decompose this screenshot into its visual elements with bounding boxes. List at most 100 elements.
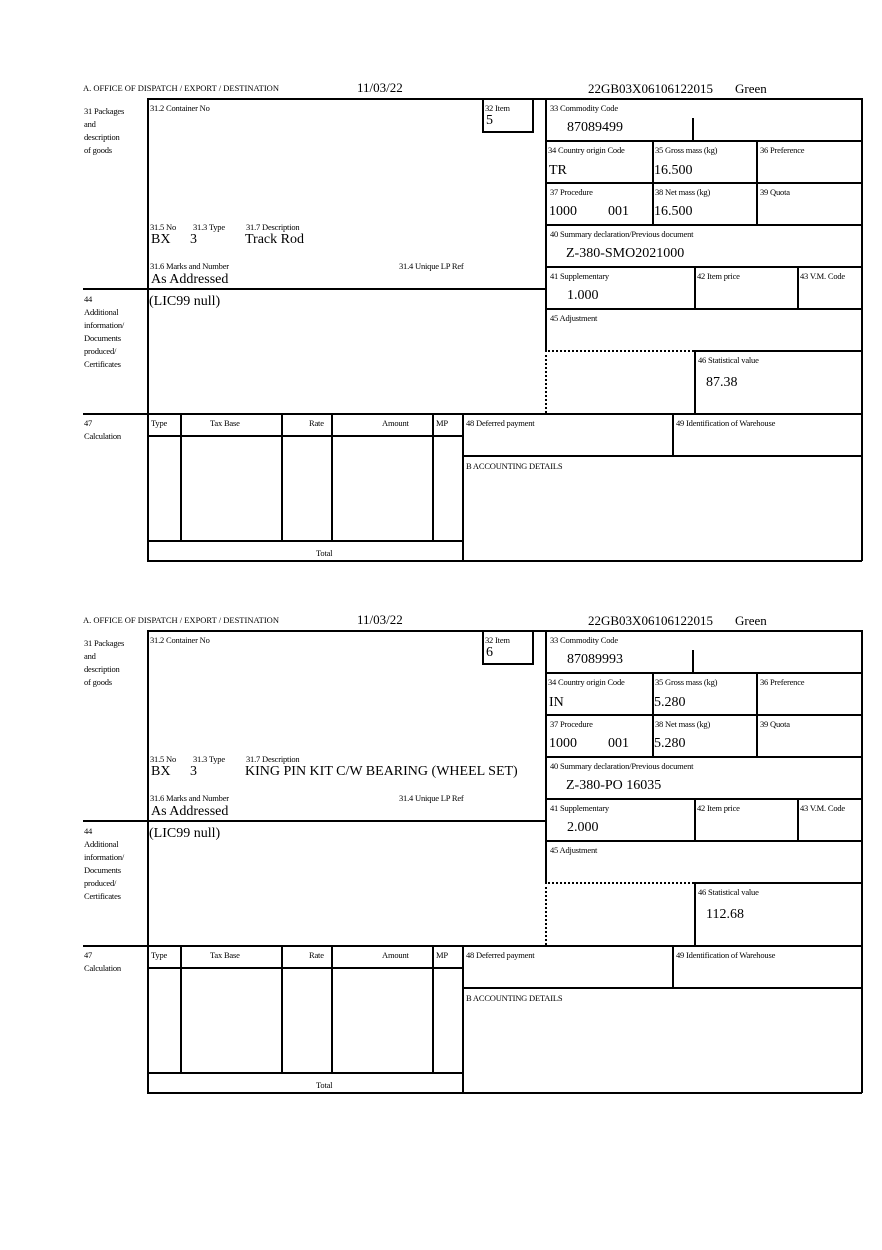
rule xyxy=(545,714,862,716)
procedure-label: 37 Procedure xyxy=(550,719,593,729)
country-origin-value: IN xyxy=(549,695,564,710)
rule xyxy=(545,182,862,184)
office-heading: A. OFFICE OF DISPATCH / EXPORT / DESTINA… xyxy=(83,83,279,93)
rule xyxy=(694,798,696,840)
rule xyxy=(692,118,694,140)
rule xyxy=(482,663,534,665)
rule xyxy=(147,630,149,1093)
calc-col-rate: Rate xyxy=(309,418,324,428)
calc-col-type: Type xyxy=(151,950,168,960)
calc-col-tax-base: Tax Base xyxy=(210,418,240,428)
commodity-code-label: 33 Commodity Code xyxy=(550,635,618,645)
rule xyxy=(652,140,654,224)
statistical-value-label: 46 Statistical value xyxy=(698,887,759,897)
warehouse-id-label: 49 Identification of Warehouse xyxy=(676,418,776,428)
procedure-label: 37 Procedure xyxy=(550,187,593,197)
rule xyxy=(694,882,862,884)
rule xyxy=(147,435,462,437)
declaration-date: 11/03/22 xyxy=(357,80,403,95)
rule xyxy=(83,288,545,290)
rule xyxy=(545,140,862,142)
rule xyxy=(432,945,434,1072)
description-label: 31.7 Description xyxy=(246,222,300,232)
route-status: Green xyxy=(735,81,767,96)
preference-label: 36 Preference xyxy=(760,677,805,687)
rule xyxy=(692,650,694,672)
rule xyxy=(462,987,862,989)
rule xyxy=(83,945,862,947)
rule xyxy=(672,945,674,987)
net-mass-value: 16.500 xyxy=(654,204,693,219)
rule xyxy=(694,882,696,945)
item-label: 32 Item xyxy=(485,103,510,113)
goods-description: Track Rod xyxy=(245,232,304,247)
rule xyxy=(545,756,862,758)
rule xyxy=(672,413,674,455)
rule xyxy=(694,350,862,352)
packages-label: 31 Packages and description of goods xyxy=(84,638,125,687)
procedure-value: 1000 xyxy=(549,736,577,751)
calculation-label: 47 Calculation xyxy=(84,418,121,441)
rule xyxy=(545,308,862,310)
item-number: 5 xyxy=(486,113,493,128)
container-no-label: 31.2 Container No xyxy=(150,635,210,645)
calc-col-amount: Amount xyxy=(382,418,409,428)
calculation-label: 47 Calculation xyxy=(84,950,121,973)
rule xyxy=(545,224,862,226)
unique-lp-ref-label: 31.4 Unique LP Ref xyxy=(399,261,464,271)
rule xyxy=(797,266,799,308)
package-no: BX xyxy=(151,764,171,779)
item-label: 32 Item xyxy=(485,635,510,645)
declaration-item-form: A. OFFICE OF DISPATCH / EXPORT / DESTINA… xyxy=(0,80,882,570)
package-type: 3 xyxy=(190,232,197,247)
supplementary-value: 2.000 xyxy=(567,820,599,835)
rule xyxy=(532,630,534,664)
calc-col-mp: MP xyxy=(436,950,448,960)
goods-description: KING PIN KIT C/W BEARING (WHEEL SET) xyxy=(245,764,518,779)
supplementary-label: 41 Supplementary xyxy=(550,803,609,813)
declaration-reference: 22GB03X06106122015 xyxy=(588,613,713,628)
rule xyxy=(462,455,862,457)
additional-info-value: (LIC99 null) xyxy=(149,294,221,309)
procedure-extra-value: 001 xyxy=(608,204,629,219)
rule xyxy=(281,413,283,540)
summary-declaration-label: 40 Summary declaration/Previous document xyxy=(550,229,694,239)
rule xyxy=(147,98,862,100)
commodity-code-label: 33 Commodity Code xyxy=(550,103,618,113)
declaration-item-form: A. OFFICE OF DISPATCH / EXPORT / DESTINA… xyxy=(0,612,882,1102)
country-origin-label: 34 Country origin Code xyxy=(548,677,625,687)
procedure-extra-value: 001 xyxy=(608,736,629,751)
vm-code-label: 43 V.M. Code xyxy=(800,271,845,281)
declaration-reference: 22GB03X06106122015 xyxy=(588,81,713,96)
rule xyxy=(180,945,182,1072)
net-mass-label: 38 Net mass (kg) xyxy=(655,719,711,729)
total-label: Total xyxy=(316,1080,333,1090)
statistical-value: 87.38 xyxy=(706,375,738,390)
gross-mass-value: 16.500 xyxy=(654,163,693,178)
summary-declaration-label: 40 Summary declaration/Previous document xyxy=(550,761,694,771)
rule xyxy=(482,131,534,133)
rule xyxy=(147,560,862,562)
total-label: Total xyxy=(316,548,333,558)
rule xyxy=(545,672,862,674)
net-mass-label: 38 Net mass (kg) xyxy=(655,187,711,197)
packages-label: 31 Packages and description of goods xyxy=(84,106,125,155)
item-number: 6 xyxy=(486,645,493,660)
rule xyxy=(861,98,863,561)
description-label: 31.7 Description xyxy=(246,754,300,764)
rule xyxy=(331,413,333,540)
rule xyxy=(147,630,862,632)
no-label: 31.5 No xyxy=(150,754,176,764)
package-no: BX xyxy=(151,232,171,247)
rule xyxy=(532,98,534,132)
supplementary-value: 1.000 xyxy=(567,288,599,303)
rule xyxy=(545,882,694,884)
warehouse-id-label: 49 Identification of Warehouse xyxy=(676,950,776,960)
type-label: 31.3 Type xyxy=(193,754,225,764)
calc-col-mp: MP xyxy=(436,418,448,428)
summary-declaration-value: Z-380-PO 16035 xyxy=(566,778,662,793)
preference-label: 36 Preference xyxy=(760,145,805,155)
additional-info-label: 44 Additional information/ Documents pro… xyxy=(84,826,125,901)
commodity-code-value: 87089499 xyxy=(567,120,623,135)
calc-col-tax-base: Tax Base xyxy=(210,950,240,960)
